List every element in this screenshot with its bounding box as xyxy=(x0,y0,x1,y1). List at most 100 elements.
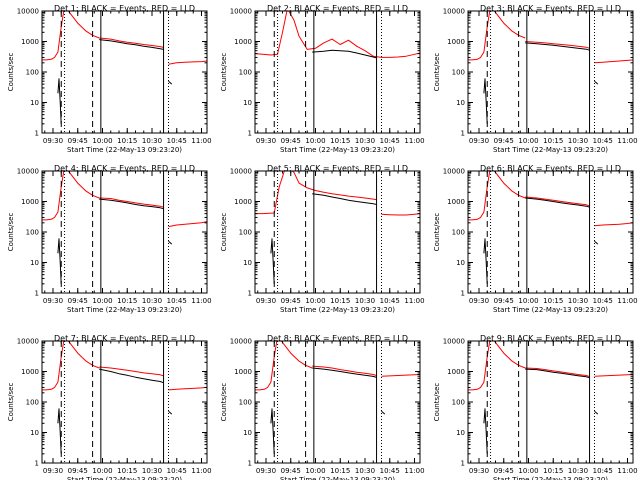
y-axis-label: Counts/sec xyxy=(7,53,15,92)
y-axis-label: Counts/sec xyxy=(7,383,15,422)
lld-line xyxy=(255,171,377,215)
y-tick-label: 10000 xyxy=(230,338,252,346)
events-line xyxy=(99,368,164,384)
lld-line xyxy=(168,221,207,228)
y-tick-label: 1 xyxy=(248,290,252,298)
panel-title: Det 4: BLACK = Events, RED = LLD xyxy=(54,164,195,173)
y-tick-label: 1000 xyxy=(447,38,465,46)
axes-box xyxy=(41,10,208,134)
y-tick-label: 100 xyxy=(26,69,39,77)
x-axis-label: Start Time (22-May-13 09:23:20) xyxy=(67,146,182,154)
y-tick-label: 100 xyxy=(26,399,39,407)
x-tick-label: 10:00 xyxy=(518,297,538,305)
lld-line xyxy=(525,367,590,378)
y-tick-label: 100 xyxy=(239,229,252,237)
panel-det-9: 1 10 100 1000 10000 09:30 09:45 10:00 10:15 10:30… xyxy=(433,334,638,480)
x-tick-label: 10:15 xyxy=(330,137,350,145)
panel-det-1: 1 10 100 1000 10000 09:30 09:45 10:00 10:15 10:30… xyxy=(7,4,212,154)
y-tick-label: 1000 xyxy=(21,368,39,376)
y-tick-label: 1000 xyxy=(447,198,465,206)
y-tick-label: 10 xyxy=(30,99,39,107)
x-tick-label: 10:30 xyxy=(568,467,588,475)
y-tick-label: 100 xyxy=(26,229,39,237)
lld-line xyxy=(42,341,100,391)
x-tick-label: 10:15 xyxy=(543,467,563,475)
x-tick-label: 09:30 xyxy=(469,137,489,145)
x-tick-label: 10:00 xyxy=(305,297,325,305)
x-tick-label: 09:45 xyxy=(281,467,301,475)
y-tick-label: 10000 xyxy=(17,338,39,346)
lld-line xyxy=(594,222,633,227)
y-tick-label: 1 xyxy=(35,130,39,138)
y-tick-label: 1000 xyxy=(21,198,39,206)
y-tick-label: 1 xyxy=(35,460,39,468)
y-axis-label: Counts/sec xyxy=(433,213,441,252)
panel-det-2: 1 10 100 1000 10000 09:30 09:45 10:00 10:15 10:30… xyxy=(220,4,425,154)
x-tick-label: 11:00 xyxy=(191,467,211,475)
panel-title: Det 9: BLACK = Events, RED = LLD xyxy=(480,334,621,343)
y-axis-label: Counts/sec xyxy=(7,213,15,252)
panel-det-3: 1 10 100 1000 10000 09:30 09:45 10:00 10:15 10:30… xyxy=(433,4,638,154)
x-tick-label: 10:45 xyxy=(593,137,613,145)
events-line xyxy=(525,197,590,208)
y-tick-label: 10 xyxy=(30,429,39,437)
x-tick-label: 09:30 xyxy=(43,297,63,305)
x-tick-label: 10:15 xyxy=(543,137,563,145)
events-line xyxy=(525,42,590,51)
axes-box xyxy=(467,170,634,294)
x-tick-label: 10:30 xyxy=(355,137,375,145)
y-tick-label: 10 xyxy=(456,99,465,107)
y-tick-label: 10000 xyxy=(443,338,465,346)
x-tick-label: 11:00 xyxy=(404,297,424,305)
x-tick-label: 11:00 xyxy=(617,137,637,145)
x-tick-label: 10:00 xyxy=(92,467,112,475)
x-tick-label: 11:00 xyxy=(191,137,211,145)
x-tick-label: 09:30 xyxy=(43,467,63,475)
lld-line xyxy=(525,196,590,207)
x-tick-label: 09:45 xyxy=(281,137,301,145)
y-tick-label: 100 xyxy=(452,399,465,407)
lld-line xyxy=(168,60,207,65)
x-tick-label: 09:30 xyxy=(469,297,489,305)
x-tick-label: 10:15 xyxy=(543,297,563,305)
x-tick-label: 10:45 xyxy=(593,297,613,305)
x-tick-label: 10:30 xyxy=(568,297,588,305)
x-tick-label: 11:00 xyxy=(617,467,637,475)
y-axis-label: Counts/sec xyxy=(220,213,228,252)
y-tick-label: 10 xyxy=(456,429,465,437)
y-axis-label: Counts/sec xyxy=(433,383,441,422)
y-tick-label: 1000 xyxy=(234,198,252,206)
x-tick-label: 10:00 xyxy=(92,297,112,305)
events-line xyxy=(381,410,386,415)
x-tick-label: 11:00 xyxy=(617,297,637,305)
panel-det-4: 1 10 100 1000 10000 09:30 09:45 10:00 10:15 10:30… xyxy=(7,164,212,314)
lld-line xyxy=(381,374,420,377)
x-tick-label: 10:45 xyxy=(167,467,187,475)
lld-line xyxy=(168,386,207,391)
x-tick-label: 09:30 xyxy=(469,467,489,475)
events-line xyxy=(270,408,275,454)
x-tick-label: 09:45 xyxy=(68,467,88,475)
x-tick-label: 10:30 xyxy=(355,467,375,475)
axes-box xyxy=(467,340,634,464)
y-tick-label: 1 xyxy=(461,460,465,468)
x-axis-label: Start Time (22-May-13 09:23:20) xyxy=(280,146,395,154)
x-tick-label: 09:30 xyxy=(256,297,276,305)
lld-line xyxy=(594,374,633,377)
events-line xyxy=(483,408,488,454)
y-tick-label: 10000 xyxy=(443,8,465,16)
events-line xyxy=(312,193,377,205)
y-tick-label: 10 xyxy=(30,259,39,267)
y-tick-label: 10000 xyxy=(230,168,252,176)
x-tick-label: 09:45 xyxy=(494,467,514,475)
x-axis-label: Start Time (22-May-13 09:23:20) xyxy=(493,306,608,314)
x-axis-label: Start Time (22-May-13 09:23:20) xyxy=(280,306,395,314)
x-tick-label: 10:45 xyxy=(167,297,187,305)
events-line xyxy=(168,240,173,245)
y-axis-label: Counts/sec xyxy=(220,53,228,92)
axes-box xyxy=(41,340,208,464)
x-tick-label: 11:00 xyxy=(404,137,424,145)
x-tick-label: 10:15 xyxy=(117,297,137,305)
y-tick-label: 100 xyxy=(452,229,465,237)
